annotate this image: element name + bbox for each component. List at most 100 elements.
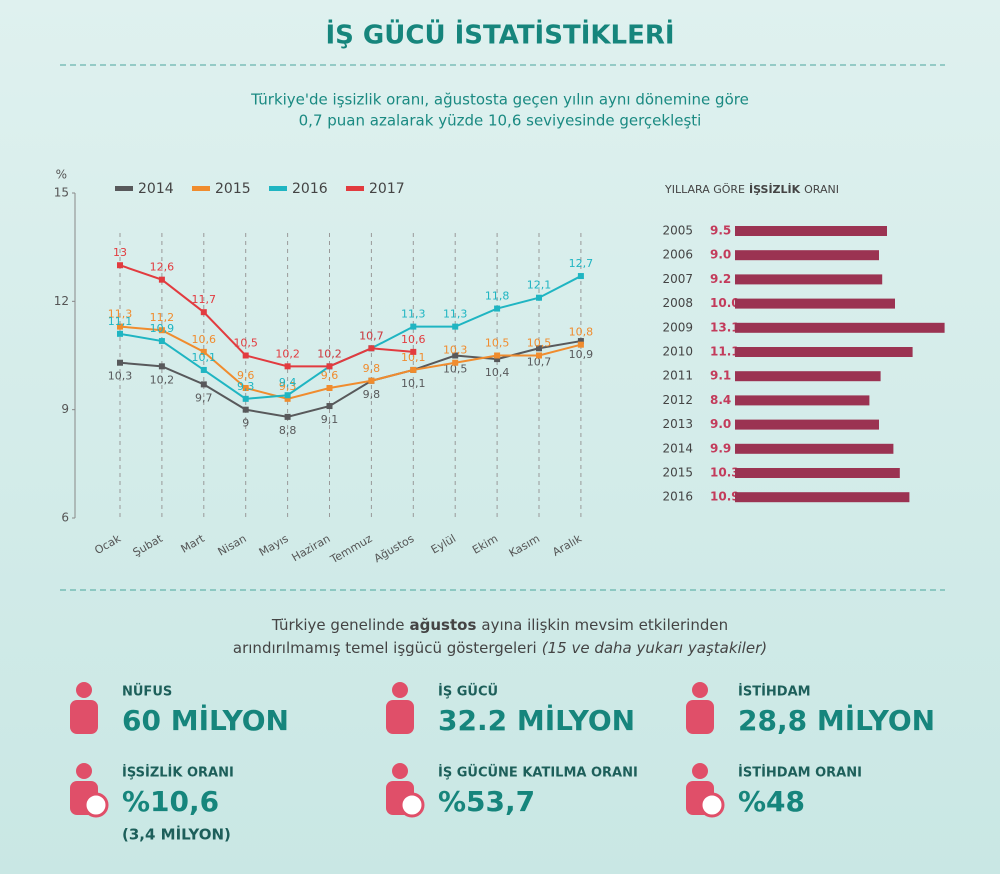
intro-part: (15 ve daha yukarı yaştakiler) xyxy=(542,639,767,657)
bar xyxy=(735,492,910,503)
bar-title: YILLARA GÖRE İŞSİZLİK ORANI xyxy=(664,182,839,196)
bar-category: 2009 xyxy=(662,320,693,334)
point xyxy=(536,345,542,352)
data-label: 10,2 xyxy=(317,347,342,360)
data-label: 11,3 xyxy=(443,308,468,321)
point xyxy=(117,359,123,366)
data-label: 10,9 xyxy=(150,322,175,335)
indicator-value: %48 xyxy=(738,785,805,818)
point xyxy=(577,273,584,280)
data-label: 13 xyxy=(113,246,127,259)
point xyxy=(368,345,375,352)
intro-part: ayına ilişkin mevsim etkilerinden xyxy=(481,616,728,634)
intro-text: arındırılmamış temel işgücü göstergeleri… xyxy=(233,639,767,657)
bar xyxy=(735,274,883,285)
legend-swatch xyxy=(346,186,364,191)
point xyxy=(368,377,375,384)
point xyxy=(200,309,207,316)
bar-value-label: 9.0 xyxy=(710,248,731,262)
icon-head xyxy=(392,763,408,779)
data-label: 10,7 xyxy=(359,329,384,342)
intro-part: ağustos xyxy=(410,616,477,634)
indicator-value: 28,8 MİLYON xyxy=(738,703,935,737)
bar-category: 2006 xyxy=(662,248,693,262)
data-label: 10,2 xyxy=(317,347,342,360)
point xyxy=(577,338,584,345)
legend-label: 2016 xyxy=(292,181,328,197)
point xyxy=(410,348,417,355)
series-line xyxy=(119,325,582,400)
data-label: 11,2 xyxy=(150,311,175,324)
legend-label: 2014 xyxy=(138,181,174,197)
bar-category: 2015 xyxy=(662,466,693,480)
data-label: 10,5 xyxy=(233,337,258,350)
point xyxy=(242,406,249,413)
bar-value-label: 9.0 xyxy=(710,417,731,431)
bar-value-label: 9.9 xyxy=(710,441,731,455)
icon-head xyxy=(692,682,708,698)
indicator-value: %10,6 xyxy=(122,785,219,818)
data-label: 10,3 xyxy=(443,344,468,357)
series-line xyxy=(119,264,414,368)
y-tick-label: 15 xyxy=(54,186,69,200)
y-axis-label: % xyxy=(56,168,67,182)
data-label: 11,8 xyxy=(485,290,510,303)
data-label: 10,6 xyxy=(401,333,426,346)
icon-body xyxy=(386,700,414,734)
subtitle: 0,7 puan azalarak yüzde 10,6 seviyesinde… xyxy=(299,112,702,130)
icon-badge xyxy=(699,792,725,818)
point xyxy=(494,305,501,312)
icon xyxy=(70,682,98,734)
icon xyxy=(686,682,714,734)
icon-head xyxy=(692,763,708,779)
indicator-label: İŞSİZLİK ORANI xyxy=(122,765,234,781)
data-label: 10,1 xyxy=(401,377,426,390)
data-label: 9,4 xyxy=(279,376,297,389)
bar-category: 2010 xyxy=(662,345,693,359)
point xyxy=(200,381,207,388)
data-label: 9,6 xyxy=(237,369,255,382)
point xyxy=(158,276,165,283)
bar-category: 2008 xyxy=(662,296,693,310)
data-label: 11,1 xyxy=(108,315,133,328)
bar-title-part: İŞSİZLİK xyxy=(749,182,801,196)
data-label: 9,8 xyxy=(363,388,381,401)
icon xyxy=(386,682,414,734)
icon-badge xyxy=(83,792,109,818)
indicator-value: %53,7 xyxy=(438,785,535,818)
bar-category: 2013 xyxy=(662,417,693,431)
legend-swatch xyxy=(192,186,210,191)
indicator-label: İŞ GÜCÜNE KATILMA ORANI xyxy=(438,765,638,781)
point xyxy=(158,338,165,345)
indicator-value: 32.2 MİLYON xyxy=(438,703,635,737)
point xyxy=(452,352,459,359)
legend-label: 2015 xyxy=(215,181,251,197)
data-label: 10,9 xyxy=(569,348,594,361)
icon-body xyxy=(686,700,714,734)
data-label: 12,7 xyxy=(569,257,594,270)
point xyxy=(284,395,291,402)
data-label: 10,7 xyxy=(359,329,384,342)
data-label: 9 xyxy=(242,417,249,430)
intro-text: Türkiye genelinde ağustos ayına ilişkin me… xyxy=(271,616,728,634)
point xyxy=(242,385,249,391)
point xyxy=(200,348,207,355)
point xyxy=(452,359,459,366)
title: İŞ GÜCÜ İSTATİSTİKLERİ xyxy=(325,18,674,51)
data-label: 12,1 xyxy=(527,279,552,292)
point xyxy=(536,294,542,301)
bar-value-label: 10.0 xyxy=(710,296,740,310)
subtitle: Türkiye'de işsizlik oranı, ağustosta geç… xyxy=(250,91,749,109)
bar-value-label: 9.2 xyxy=(710,272,731,286)
point xyxy=(117,262,123,269)
point xyxy=(410,366,417,373)
data-label: 10,5 xyxy=(527,337,552,350)
data-label: 10,1 xyxy=(192,351,217,364)
icon xyxy=(686,763,725,818)
point xyxy=(494,356,501,363)
bar-category: 2011 xyxy=(662,369,693,383)
series-line xyxy=(119,340,582,418)
indicator-label: NÜFUS xyxy=(122,684,172,700)
icon-badge xyxy=(399,792,425,818)
indicator-label: İSTİHDAM xyxy=(738,684,811,700)
